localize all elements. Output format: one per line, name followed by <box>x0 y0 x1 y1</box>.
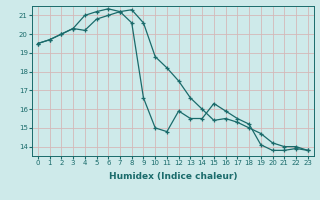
X-axis label: Humidex (Indice chaleur): Humidex (Indice chaleur) <box>108 172 237 181</box>
